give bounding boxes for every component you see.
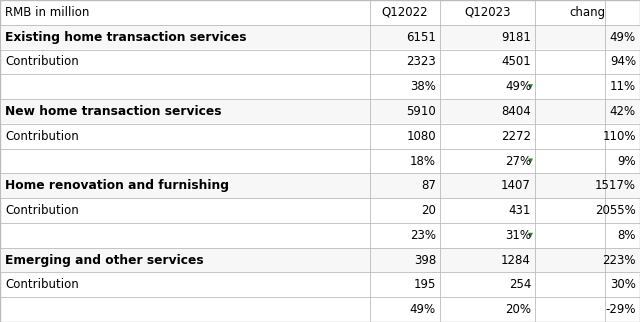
- Bar: [1, 174, 639, 198]
- Bar: [1, 99, 639, 123]
- Text: 195: 195: [413, 278, 436, 291]
- Text: 2272: 2272: [501, 130, 531, 143]
- Text: 20: 20: [421, 204, 436, 217]
- Text: 87: 87: [421, 179, 436, 192]
- Text: 223%: 223%: [602, 254, 636, 267]
- Text: 23%: 23%: [410, 229, 436, 242]
- Text: 11%: 11%: [610, 80, 636, 93]
- Text: New home transaction services: New home transaction services: [5, 105, 221, 118]
- Text: 38%: 38%: [410, 80, 436, 93]
- Text: Home renovation and furnishing: Home renovation and furnishing: [5, 179, 229, 192]
- Text: Contribution: Contribution: [5, 130, 79, 143]
- Text: 49%: 49%: [410, 303, 436, 316]
- Text: 6151: 6151: [406, 31, 436, 44]
- Text: chang: chang: [570, 6, 605, 19]
- Text: Q12023: Q12023: [464, 6, 511, 19]
- Text: Q12022: Q12022: [381, 6, 428, 19]
- Text: Contribution: Contribution: [5, 204, 79, 217]
- Text: 18%: 18%: [410, 155, 436, 167]
- Polygon shape: [528, 84, 533, 89]
- Text: 30%: 30%: [610, 278, 636, 291]
- Text: 2055%: 2055%: [595, 204, 636, 217]
- Text: 398: 398: [413, 254, 436, 267]
- Text: 5910: 5910: [406, 105, 436, 118]
- Text: 254: 254: [509, 278, 531, 291]
- Text: 110%: 110%: [602, 130, 636, 143]
- Text: 1284: 1284: [501, 254, 531, 267]
- Text: Emerging and other services: Emerging and other services: [5, 254, 204, 267]
- Text: 49%: 49%: [610, 31, 636, 44]
- Polygon shape: [528, 233, 533, 238]
- Text: 1517%: 1517%: [595, 179, 636, 192]
- Text: 8%: 8%: [618, 229, 636, 242]
- Text: 9%: 9%: [618, 155, 636, 167]
- Text: 1080: 1080: [406, 130, 436, 143]
- Text: Contribution: Contribution: [5, 278, 79, 291]
- Text: 20%: 20%: [505, 303, 531, 316]
- Text: 431: 431: [509, 204, 531, 217]
- Text: 31%: 31%: [505, 229, 531, 242]
- Polygon shape: [528, 158, 533, 164]
- Bar: [1, 25, 639, 49]
- Text: 8404: 8404: [501, 105, 531, 118]
- Bar: [1, 248, 639, 272]
- Text: 42%: 42%: [610, 105, 636, 118]
- Text: RMB in million: RMB in million: [5, 6, 90, 19]
- Text: 2323: 2323: [406, 55, 436, 68]
- Text: Contribution: Contribution: [5, 55, 79, 68]
- Text: 9181: 9181: [501, 31, 531, 44]
- Text: 94%: 94%: [610, 55, 636, 68]
- Text: 1407: 1407: [501, 179, 531, 192]
- Text: 4501: 4501: [501, 55, 531, 68]
- Text: 27%: 27%: [505, 155, 531, 167]
- Text: 49%: 49%: [505, 80, 531, 93]
- Text: Existing home transaction services: Existing home transaction services: [5, 31, 246, 44]
- Text: -29%: -29%: [605, 303, 636, 316]
